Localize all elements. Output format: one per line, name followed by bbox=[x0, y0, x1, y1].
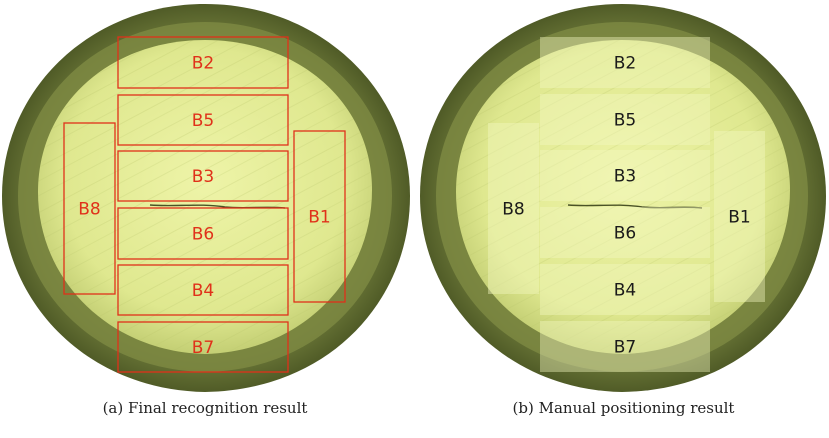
crack-line-b bbox=[567, 204, 703, 209]
block-label-b1-b: B1 bbox=[728, 208, 750, 228]
block-label-b3-b: B3 bbox=[614, 167, 636, 187]
block-label-b5-a: B5 bbox=[192, 111, 214, 131]
caption-a: (a) Final recognition result bbox=[102, 399, 308, 417]
recognition-blocks: B2 B5 B3 B6 B4 B7 B8 B1 bbox=[63, 36, 346, 373]
block-b6-a bbox=[117, 207, 289, 260]
block-b1-b bbox=[714, 131, 765, 302]
block-label-b7-b: B7 bbox=[614, 338, 636, 358]
caption-b: (b) Manual positioning result bbox=[512, 399, 735, 417]
block-label-b3-a: B3 bbox=[192, 167, 214, 187]
block-label-b2-b: B2 bbox=[614, 54, 636, 74]
block-label-b4-a: B4 bbox=[192, 281, 214, 301]
block-b7-a bbox=[117, 321, 289, 373]
block-label-b4-b: B4 bbox=[614, 281, 636, 301]
specimen-image-b bbox=[420, 4, 826, 392]
crack-line-a bbox=[149, 204, 286, 209]
block-label-b6-b: B6 bbox=[614, 224, 636, 244]
block-b3-a bbox=[117, 150, 289, 202]
panel-b: B2 B5 B3 B6 B4 B7 B8 B1 bbox=[420, 4, 826, 392]
block-label-b7-a: B7 bbox=[192, 338, 214, 358]
block-label-b8-b: B8 bbox=[502, 200, 524, 220]
block-b8-a bbox=[63, 122, 116, 295]
block-b4-b bbox=[540, 264, 710, 315]
block-b2-a bbox=[117, 36, 289, 89]
block-b5-a bbox=[117, 94, 289, 146]
block-b5-b bbox=[540, 94, 710, 145]
block-b1-a bbox=[293, 130, 346, 303]
specimen-image-a bbox=[2, 4, 410, 392]
block-label-b8-a: B8 bbox=[78, 200, 100, 220]
block-b8-b bbox=[488, 123, 539, 294]
block-label-b5-b: B5 bbox=[614, 111, 636, 131]
specimen-texture-a bbox=[38, 40, 372, 354]
specimen-texture-b bbox=[456, 40, 790, 354]
block-label-b1-a: B1 bbox=[308, 208, 330, 228]
manual-blocks: B2 B5 B3 B6 B4 B7 B8 B1 bbox=[488, 37, 765, 372]
block-b4-a bbox=[117, 264, 289, 316]
panel-a: B2 B5 B3 B6 B4 B7 B8 B1 bbox=[2, 4, 410, 392]
block-label-b2-a: B2 bbox=[192, 54, 214, 74]
block-b7-b bbox=[540, 321, 710, 372]
block-b3-b bbox=[540, 150, 710, 201]
block-label-b6-a: B6 bbox=[192, 225, 214, 245]
block-b6-b bbox=[540, 207, 710, 258]
block-b2-b bbox=[540, 37, 710, 88]
